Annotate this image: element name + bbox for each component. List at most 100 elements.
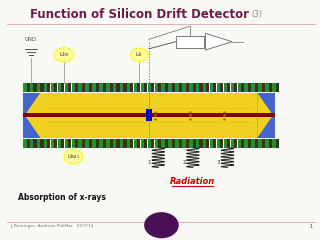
Bar [58, 139, 64, 148]
Bar [103, 83, 106, 92]
Bar [106, 139, 112, 148]
Bar [68, 83, 71, 92]
Bar [193, 83, 196, 92]
Bar [262, 83, 265, 92]
Circle shape [64, 150, 83, 164]
Bar [213, 139, 216, 148]
Bar [27, 139, 30, 148]
Bar [146, 109, 152, 121]
Bar [237, 139, 244, 148]
Bar [227, 139, 230, 148]
Bar [85, 83, 92, 92]
Bar [268, 83, 272, 92]
Bar [120, 139, 126, 148]
Bar [141, 83, 147, 92]
Bar [210, 83, 216, 92]
Text: $U_B$: $U_B$ [135, 50, 143, 59]
Bar [175, 139, 181, 148]
Bar [276, 83, 279, 92]
Bar [99, 83, 105, 92]
Circle shape [131, 48, 148, 61]
Bar [272, 139, 278, 148]
Bar [255, 139, 258, 148]
Bar [265, 139, 271, 148]
Bar [234, 83, 237, 92]
Bar [186, 139, 189, 148]
Bar [23, 83, 29, 92]
Text: 3: 3 [217, 160, 220, 165]
Bar [134, 83, 140, 92]
Bar [179, 83, 182, 92]
Bar [158, 139, 161, 148]
Bar [127, 139, 133, 148]
Bar [92, 139, 98, 148]
Bar [158, 83, 161, 92]
Bar [148, 139, 154, 148]
Bar [137, 139, 140, 148]
Bar [172, 83, 175, 92]
Bar [268, 139, 272, 148]
Bar [96, 139, 99, 148]
Bar [85, 139, 92, 148]
Bar [224, 139, 230, 148]
Bar [72, 139, 78, 148]
Bar [54, 83, 57, 92]
Bar [120, 83, 126, 92]
Bar [168, 139, 174, 148]
Bar [237, 83, 244, 92]
Circle shape [130, 48, 149, 62]
Bar [30, 83, 36, 92]
Bar [51, 83, 57, 92]
Text: 2: 2 [182, 160, 186, 165]
Bar [206, 139, 210, 148]
Bar [199, 83, 203, 92]
Polygon shape [25, 93, 40, 138]
Bar [40, 83, 44, 92]
Text: 1: 1 [148, 160, 151, 165]
Bar [72, 83, 78, 92]
Bar [23, 139, 29, 148]
Bar [130, 139, 133, 148]
Text: Function of Silicon Drift Detector: Function of Silicon Drift Detector [30, 8, 249, 21]
Bar [116, 139, 120, 148]
Text: GND: GND [25, 37, 37, 42]
Bar [251, 83, 257, 92]
Bar [144, 139, 147, 148]
Circle shape [51, 45, 77, 65]
Bar [182, 83, 188, 92]
Bar [175, 83, 181, 92]
Circle shape [63, 149, 84, 165]
Circle shape [54, 48, 73, 62]
Bar [58, 83, 64, 92]
Bar [210, 139, 216, 148]
Bar [23, 113, 275, 117]
Bar [262, 139, 265, 148]
Bar [203, 139, 209, 148]
Bar [148, 83, 154, 92]
Polygon shape [205, 33, 232, 50]
Bar [151, 139, 154, 148]
Bar [244, 139, 251, 148]
Bar [199, 139, 203, 148]
Bar [265, 83, 271, 92]
Circle shape [54, 48, 73, 62]
Bar [151, 83, 154, 92]
Bar [75, 83, 78, 92]
Bar [172, 139, 175, 148]
Bar [220, 139, 223, 148]
Bar [103, 139, 106, 148]
Bar [82, 139, 85, 148]
Bar [248, 139, 251, 148]
Bar [51, 139, 57, 148]
Bar [186, 83, 189, 92]
Bar [144, 83, 147, 92]
Bar [99, 139, 105, 148]
Text: Absorption of x-rays: Absorption of x-rays [19, 192, 106, 202]
Bar [40, 93, 257, 138]
Bar [37, 83, 43, 92]
Circle shape [60, 147, 87, 167]
Bar [137, 83, 140, 92]
Bar [196, 83, 202, 92]
Bar [44, 83, 50, 92]
Bar [168, 83, 174, 92]
